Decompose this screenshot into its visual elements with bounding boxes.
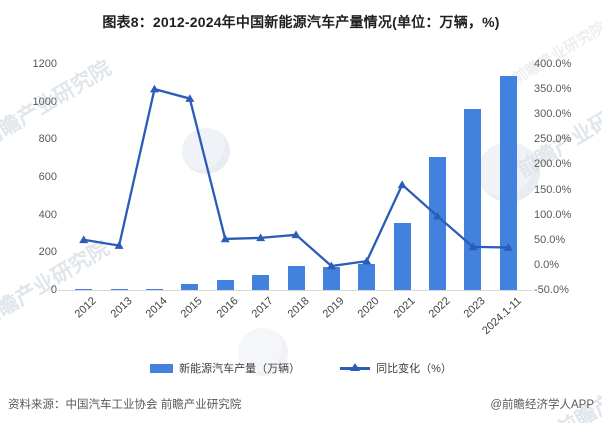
- bar-2014: [145, 288, 163, 290]
- y-axis-tick-right: 150.0%: [534, 183, 572, 196]
- x-tick-2013: 2013: [108, 295, 135, 321]
- y-axis-tick-right: 250.0%: [534, 133, 572, 146]
- bar-series-swatch: [150, 363, 174, 373]
- x-tick-2016: 2016: [214, 295, 241, 321]
- yoy-marker-2020: [362, 256, 372, 265]
- yoy-marker-2022: [433, 211, 443, 220]
- yoy-marker-2014: [149, 84, 159, 93]
- y-axis-tick-right: 400.0%: [534, 58, 572, 70]
- y-axis-tick-right: 0.0%: [534, 258, 560, 271]
- yoy-marker-2013: [114, 241, 124, 249]
- triangle-marker-icon: [350, 363, 361, 371]
- yoy-marker-2023: [468, 242, 478, 251]
- legend-item-yoy: 同比变化（%）: [340, 360, 452, 376]
- bar-2013: [110, 288, 128, 290]
- y-axis-tick-left: 1000: [32, 95, 57, 108]
- x-tick-2022: 2022: [426, 295, 453, 321]
- y-axis-tick-left: 800: [38, 133, 57, 146]
- y-axis-tick-left: 200: [38, 246, 57, 259]
- yoy-marker-2019: [326, 261, 336, 270]
- x-tick-2018: 2018: [285, 295, 312, 321]
- bar-2024.1-11: [499, 76, 517, 290]
- bar-2016: [216, 280, 234, 290]
- x-tick-2020: 2020: [355, 295, 382, 321]
- y-axis-tick-left: 400: [38, 208, 57, 221]
- yoy-marker-2012: [79, 235, 89, 244]
- legend-item-production: 新能源汽车产量（万辆）: [150, 360, 300, 376]
- line-series-swatch: [340, 362, 371, 374]
- x-tick-2014: 2014: [143, 295, 170, 321]
- y-axis-tick-right: 100.0%: [534, 208, 572, 221]
- chart-title: 图表8：2012-2024年中国新能源汽车产量情况(单位：万辆，%): [102, 14, 500, 30]
- bar-2021: [393, 223, 411, 290]
- bar-2019: [322, 266, 340, 290]
- yoy-marker-2021: [397, 180, 407, 189]
- footer: 资料来源：中国汽车工业协会 前瞻产业研究院 @前瞻经济学人APP: [8, 396, 594, 412]
- x-tick-2012: 2012: [72, 295, 99, 321]
- yoy-marker-2024.1-11: [503, 243, 513, 251]
- x-tick-2023: 2023: [462, 295, 489, 321]
- yoy-marker-2015: [185, 94, 195, 102]
- bar-2023: [464, 109, 482, 290]
- bar-2018: [287, 266, 305, 290]
- y-axis-tick-right: 300.0%: [534, 108, 572, 121]
- source-note: 资料来源：中国汽车工业协会 前瞻产业研究院: [8, 399, 242, 411]
- yoy-marker-2018: [291, 230, 301, 239]
- x-tick-2021: 2021: [391, 295, 418, 321]
- yoy-marker-2017: [256, 233, 266, 242]
- y-axis-tick-right: 50.0%: [534, 233, 566, 246]
- bar-2015: [181, 283, 199, 290]
- bar-2012: [75, 288, 93, 290]
- bar-2022: [429, 157, 447, 290]
- legend-label-production: 新能源汽车产量（万辆）: [179, 363, 301, 375]
- yoy-marker-2016: [220, 234, 230, 243]
- x-axis-line: [58, 290, 532, 291]
- x-tick-2017: 2017: [249, 295, 276, 321]
- x-tick-2019: 2019: [320, 295, 347, 321]
- y-axis-tick-left: 0: [50, 284, 57, 296]
- bar-2017: [252, 275, 270, 290]
- bar-2020: [358, 264, 376, 290]
- y-axis-tick-right: -50.0%: [534, 284, 569, 296]
- legend-label-yoy: 同比变化（%）: [376, 363, 452, 375]
- y-axis-tick-right: 350.0%: [534, 83, 572, 96]
- yoy-line-series: [79, 84, 513, 270]
- y-axis-tick-left: 600: [38, 171, 57, 183]
- yoy-line: [83, 87, 509, 268]
- x-tick-2015: 2015: [178, 295, 206, 321]
- legend: 新能源汽车产量（万辆） 同比变化（%）: [0, 360, 602, 376]
- y-axis-tick-left: 1200: [32, 58, 57, 70]
- y-axis-tick-right: 200.0%: [534, 158, 572, 171]
- credit-note: @前瞻经济学人APP: [490, 399, 594, 411]
